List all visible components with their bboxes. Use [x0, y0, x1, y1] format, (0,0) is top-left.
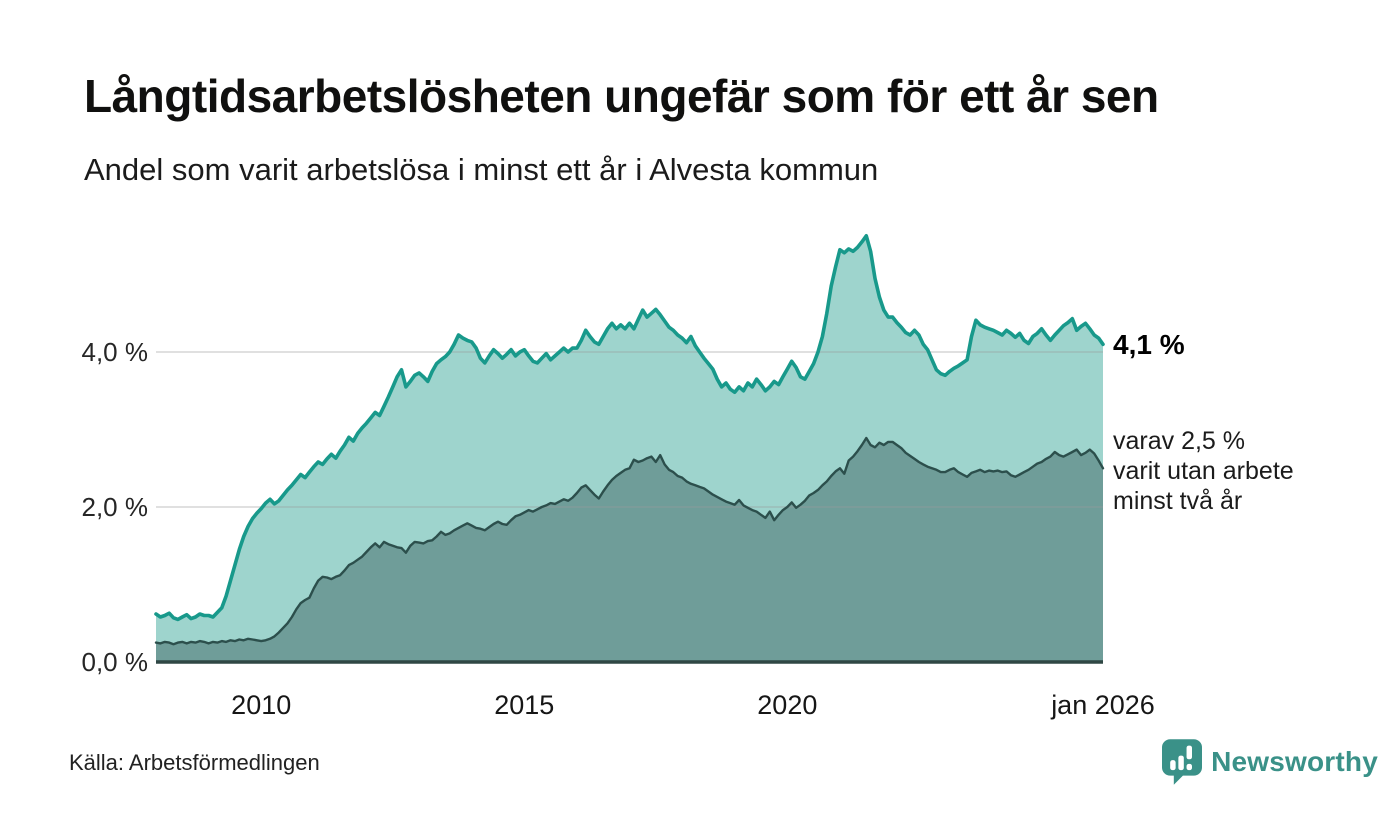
source-label: Källa: Arbetsförmedlingen	[69, 750, 320, 775]
series2-annotation: varav 2,5 % varit utan arbete minst två …	[1113, 426, 1294, 516]
x-axis-tick-2015: 2015	[494, 690, 555, 720]
x-axis-tick-2020: 2020	[757, 690, 818, 720]
y-axis-tick-2: 2,0 %	[81, 492, 149, 522]
newsworthy-brand: Newsworthy	[1162, 739, 1378, 785]
series2-annotation-line2: varit utan arbete	[1113, 457, 1294, 485]
series2-annotation-line1: varav 2,5 %	[1113, 427, 1246, 455]
series1-line	[154, 234, 1105, 622]
series2-annotation-line3: minst två år	[1113, 487, 1243, 515]
gridlines	[156, 351, 1103, 508]
chart-title: Långtidsarbetslösheten ungefär som för e…	[84, 70, 1159, 122]
newsworthy-wordmark: Newsworthy	[1211, 746, 1378, 777]
series1-end-value-label: 4,1 %	[1113, 329, 1185, 360]
chart-subtitle: Andel som varit arbetslösa i minst ett å…	[84, 152, 879, 187]
series2-line	[154, 436, 1105, 646]
x-axis-tick-2010: 2010	[231, 690, 292, 720]
y-axis-tick-4: 4,0 %	[81, 337, 149, 367]
y-axis-tick-0: 0,0 %	[81, 647, 149, 677]
series2-area	[156, 438, 1103, 662]
x-axis-tick-jan-2026: jan 2026	[1051, 690, 1155, 720]
newsworthy-logo-icon	[1162, 739, 1203, 785]
